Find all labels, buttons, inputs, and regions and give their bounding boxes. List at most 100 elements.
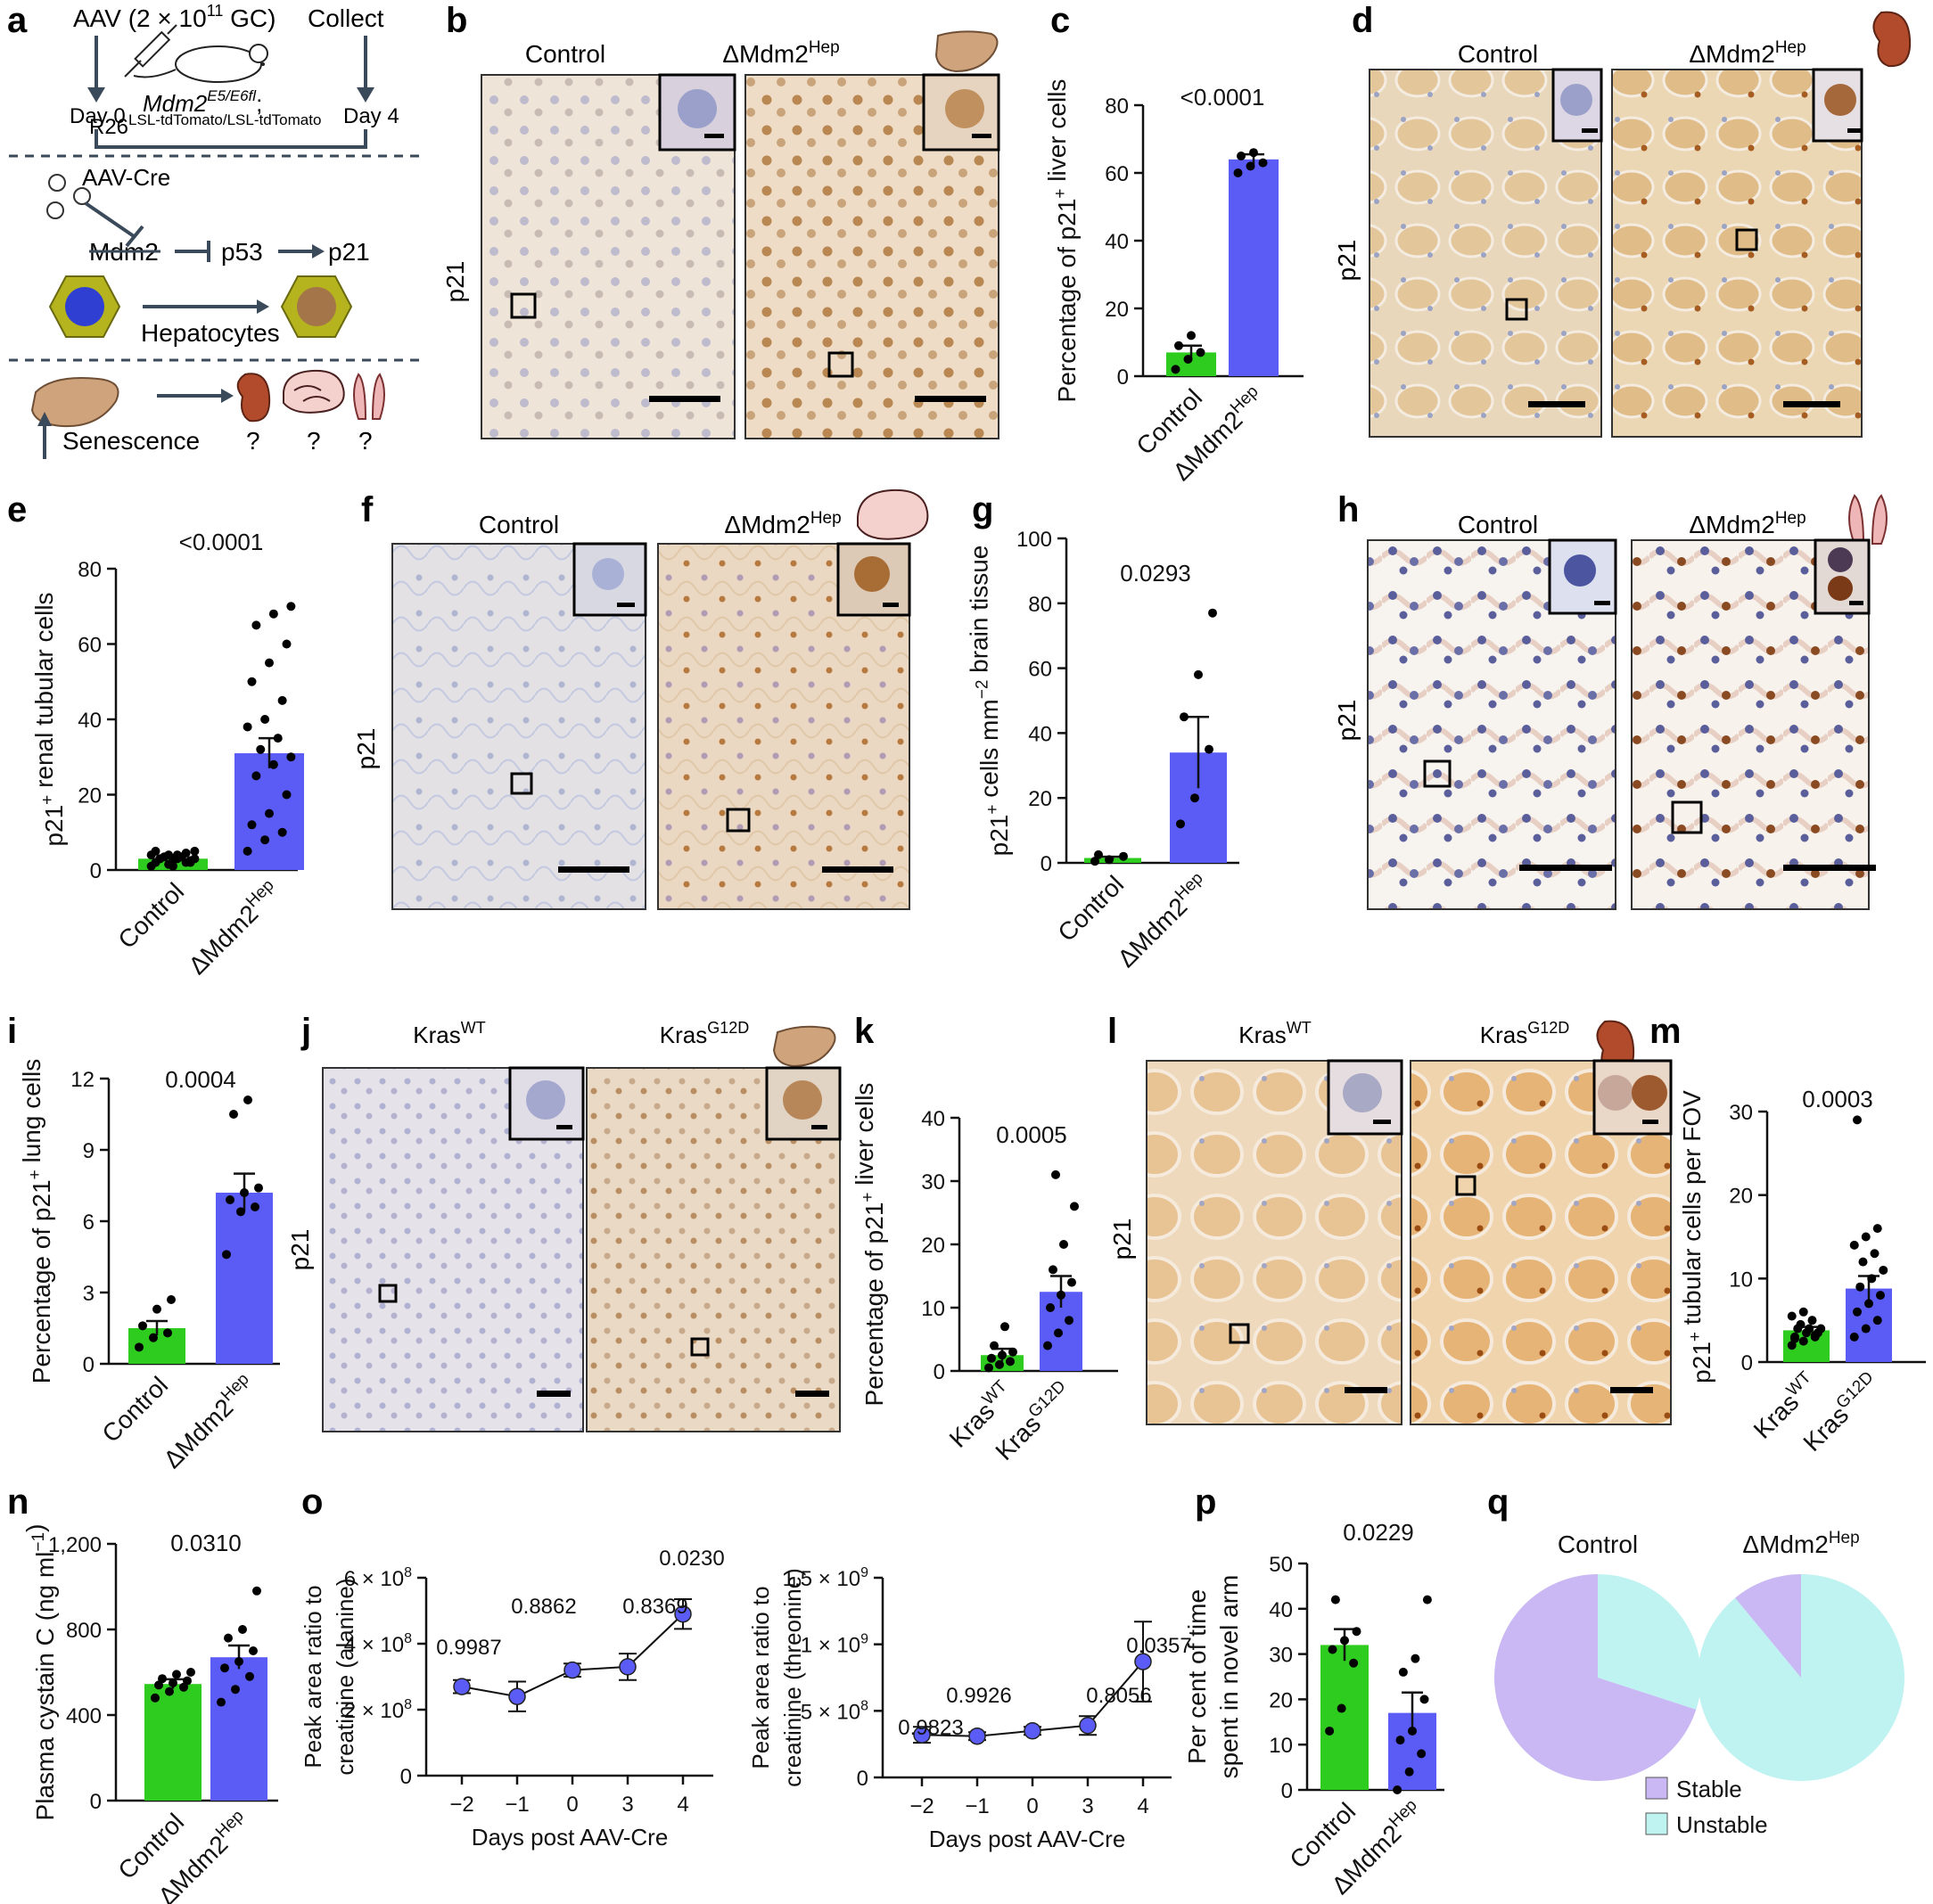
chart-c-ytick-label: 40 xyxy=(1105,230,1129,254)
panel-letter-l: l xyxy=(1107,1012,1117,1051)
schematic-panel: AAV (2 × 1011 GC) Collect Mdm2E5/E6fl; D… xyxy=(9,2,419,459)
chart-e-point xyxy=(268,609,278,619)
micrograph-panel-j: KrasWT KrasG12D p21 xyxy=(286,1019,842,1432)
chart-p-point xyxy=(1393,1785,1402,1794)
chart-m-point xyxy=(1787,1341,1797,1350)
panel-letter-j: j xyxy=(300,1012,311,1051)
chart-o1-pvalue: 0.8369 xyxy=(622,1595,687,1619)
chart-e-point xyxy=(185,858,195,867)
chart-k-point xyxy=(1049,1265,1057,1275)
panel-letters: a b c d e f g h i j k l m n o p q xyxy=(7,1,1682,1522)
b-control-inset-scale xyxy=(704,134,724,138)
l-treated-scale-bar xyxy=(1610,1387,1653,1393)
chart-e-ytick-label: 80 xyxy=(78,558,102,582)
q-legend-swatch-unstable xyxy=(1645,1812,1668,1835)
d-row-label: p21 xyxy=(1333,240,1361,282)
inhibit-arrow xyxy=(84,201,136,238)
chart-i-point xyxy=(167,1295,176,1304)
micrograph-panel-h: Control ΔMdm2Hep p21 xyxy=(1333,494,1888,910)
chart-k: 010203040KrasWTKrasG12D0.0005Percentage … xyxy=(851,1083,1118,1465)
b-left-title: Control xyxy=(525,40,605,68)
question-kidney: ? xyxy=(246,427,260,455)
chart-g-point xyxy=(1208,608,1217,618)
chart-m-point xyxy=(1787,1311,1797,1321)
chart-e-point xyxy=(151,846,160,856)
virus-icon xyxy=(46,174,91,219)
d-control-roi xyxy=(1505,298,1528,321)
chart-e-point xyxy=(260,715,270,724)
collect-label: Collect xyxy=(308,4,384,32)
arrow-day0-head xyxy=(87,87,105,103)
panel-letter-i: i xyxy=(7,1012,17,1051)
chart-c-point xyxy=(1171,365,1180,374)
panel-letter-n: n xyxy=(7,1482,29,1522)
chart-k-point xyxy=(995,1359,1004,1369)
chart-o2-xtick-label: 0 xyxy=(1026,1794,1038,1818)
micrograph-panel-b: Control ΔMdm2Hep p21 xyxy=(441,30,1000,439)
chart-n-point xyxy=(220,1663,229,1673)
chart-o1-xtick-label: −1 xyxy=(505,1793,529,1817)
chart-c-ytick-label: 20 xyxy=(1105,298,1129,322)
chart-m-point xyxy=(1855,1282,1865,1292)
chart-n-ytick-label: 1,200 xyxy=(48,1533,102,1557)
chart-e-point xyxy=(243,722,252,732)
l-row-label: p21 xyxy=(1108,1219,1136,1260)
chart-n-point xyxy=(158,1674,167,1684)
chart-g-point xyxy=(1194,669,1203,679)
chart-p-ytick-label: 10 xyxy=(1269,1734,1293,1758)
panel-letter-k: k xyxy=(854,1012,875,1051)
panel-letter-a: a xyxy=(7,1,28,40)
chart-k-point xyxy=(1070,1202,1079,1211)
chart-k-point xyxy=(1065,1316,1073,1325)
chart-i-pvalue: 0.0004 xyxy=(165,1066,236,1093)
chart-k-ytick-label: 30 xyxy=(921,1170,945,1194)
hepatocyte-icon xyxy=(48,275,353,338)
chart-k-ytick-label: 10 xyxy=(921,1297,945,1321)
chart-k-point xyxy=(1006,1357,1015,1366)
f-row-label: p21 xyxy=(352,728,380,770)
chart-e-point xyxy=(181,848,191,858)
timeline-bracket xyxy=(95,129,367,149)
chart-p-ylabel-line2: spent in novel arm xyxy=(1215,1575,1243,1779)
chart-o2-pvalue: 0.9823 xyxy=(898,1716,963,1740)
chart-o1-point xyxy=(619,1658,637,1676)
chart-m-point xyxy=(1798,1307,1808,1317)
chart-m-ytick-label: 20 xyxy=(1729,1185,1753,1209)
chart-o2-ytick-label: 0 xyxy=(857,1767,868,1791)
chart-e-point xyxy=(273,734,283,743)
chart-o2-ylabel-line2: creatinine (threonine) xyxy=(779,1568,806,1787)
chart-c-point xyxy=(1196,348,1205,357)
chart-k-ytick-label: 0 xyxy=(934,1360,945,1384)
chart-o1-pvalue: 0.0230 xyxy=(659,1547,724,1571)
chart-c-ylabel: Percentage of p21+ liver cells xyxy=(1043,79,1081,403)
chart-i-point xyxy=(240,1188,249,1197)
chart-p-ytick-label: 30 xyxy=(1269,1644,1293,1668)
d-control-scale-bar xyxy=(1528,401,1585,407)
aavcre-label: AAV-Cre xyxy=(82,164,170,191)
chart-g-category-1: ΔMdm2Hep xyxy=(1111,869,1214,973)
j-right-title: KrasG12D xyxy=(660,1019,750,1048)
chart-m-point xyxy=(1853,1115,1862,1125)
chart-o1-xtick-label: 3 xyxy=(621,1793,633,1817)
f-left-title: Control xyxy=(479,511,559,538)
chart-g-point xyxy=(1176,819,1185,829)
chart-n-point xyxy=(151,1693,160,1703)
h-control-roi xyxy=(1423,759,1452,788)
d-left-title: Control xyxy=(1458,40,1538,68)
chart-c-ytick-label: 0 xyxy=(1117,365,1129,390)
j-treated-roi xyxy=(690,1337,710,1357)
chart-k-point xyxy=(1057,1290,1065,1300)
chart-k-point xyxy=(1043,1341,1052,1350)
h-treated-roi xyxy=(1671,800,1703,834)
micrograph-panel-l: KrasWT KrasG12D p21 xyxy=(1108,1019,1673,1425)
chart-e-category-1: ΔMdm2Hep xyxy=(182,876,285,980)
chart-o2-xlabel: Days post AAV-Cre xyxy=(929,1826,1126,1852)
f-treated-scale-bar xyxy=(822,866,893,873)
chart-o1-xtick-label: 4 xyxy=(677,1793,688,1817)
q-legend-label-unstable: Unstable xyxy=(1676,1811,1768,1838)
q-pie-0-slice-stable xyxy=(1493,1574,1697,1781)
chart-i-bar-1 xyxy=(216,1193,273,1364)
f-control-roi xyxy=(510,772,533,795)
